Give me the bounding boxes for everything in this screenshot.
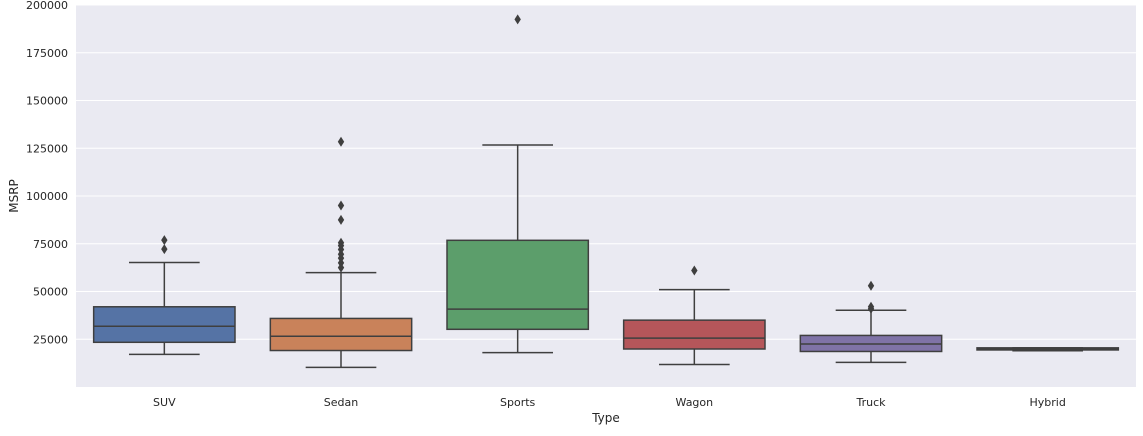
x-axis-ticks: SUV Sedan Sports Wagon Truck Hybrid (153, 396, 1066, 409)
y-axis-ticks: 25000 50000 75000 100000 125000 150000 175000 2… (26, 0, 68, 346)
x-tick-label: Hybrid (1030, 396, 1066, 409)
iqr-box (92, 306, 236, 344)
y-tick-label: 25000 (33, 333, 68, 346)
y-tick-label: 150000 (26, 95, 68, 108)
outlier-point (161, 235, 168, 246)
box-suv (92, 235, 236, 356)
x-tick-label: Sports (500, 396, 536, 409)
box-sedan (269, 136, 413, 369)
x-tick-label: Wagon (676, 396, 714, 409)
x-tick-label: Truck (855, 396, 886, 409)
outlier-point (514, 14, 521, 25)
iqr-box (622, 319, 766, 350)
box-sports (446, 14, 590, 354)
x-tick-label: Sedan (324, 396, 358, 409)
outlier-point (867, 301, 875, 312)
box-hybrid (976, 347, 1120, 352)
y-tick-label: 200000 (26, 0, 68, 12)
iqr-box (269, 317, 413, 352)
outlier-point (691, 265, 698, 276)
x-axis-title: Type (591, 411, 620, 425)
outlier-point (337, 237, 345, 248)
y-tick-label: 125000 (26, 142, 68, 155)
outlier-point (867, 280, 875, 291)
y-tick-label: 100000 (26, 190, 68, 203)
x-tick-label: SUV (153, 396, 176, 409)
gridlines (76, 4, 1136, 340)
y-tick-label: 175000 (26, 47, 68, 60)
outlier-point (337, 136, 345, 147)
iqr-box (446, 239, 590, 331)
box-truck (799, 280, 943, 364)
boxes (92, 14, 1120, 369)
box-wagon (622, 265, 766, 366)
y-tick-label: 75000 (33, 238, 68, 251)
outlier-point (161, 244, 168, 255)
y-axis-title: MSRP (7, 179, 21, 213)
outlier-point (337, 214, 345, 225)
outlier-point (337, 200, 345, 211)
y-tick-label: 50000 (33, 286, 68, 299)
